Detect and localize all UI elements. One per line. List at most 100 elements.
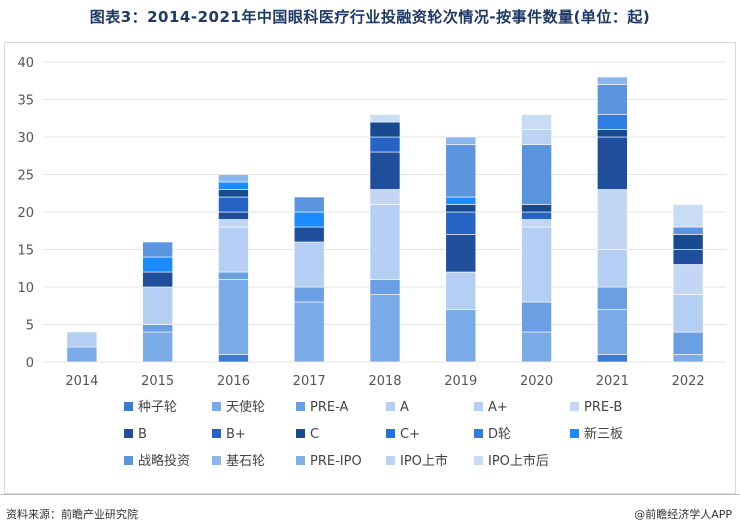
legend-label: B+ (226, 427, 246, 442)
bar-segment (142, 324, 173, 333)
y-tick-label: 40 (17, 56, 34, 71)
bar-segment (218, 271, 249, 280)
bar-segment (597, 249, 628, 288)
bar-segment (369, 114, 401, 123)
bar-segment (521, 301, 552, 333)
chart-title: 图表3：2014-2021年中国眼科医疗行业投融资轮次情况-按事件数量(单位：起… (89, 8, 651, 26)
bar-segment (672, 354, 704, 363)
bar-segment (66, 346, 98, 363)
legend-label: C+ (400, 427, 420, 442)
bar-segment (445, 211, 477, 235)
y-tick-label: 30 (17, 131, 34, 146)
bar-segment (597, 286, 628, 310)
legend-label: A (400, 400, 409, 415)
bar-segment (597, 76, 628, 85)
bar-segment (369, 151, 401, 190)
bar-segment (218, 196, 249, 213)
legend-swatch (386, 456, 395, 465)
bar-segment (369, 121, 401, 138)
bar-segment (218, 181, 249, 190)
bar-segment (521, 144, 552, 205)
bar-segment (218, 226, 249, 273)
y-tick-label: 25 (17, 169, 34, 184)
y-tick-label: 5 (26, 319, 34, 334)
bar-segment (142, 331, 173, 363)
bar-segment (521, 226, 552, 303)
bar-segment (445, 136, 477, 145)
legend-swatch (296, 429, 305, 438)
legend-swatch (386, 429, 395, 438)
legend-label: B (138, 427, 147, 442)
bar-segment (521, 129, 552, 145)
bar-segment (293, 286, 325, 303)
legend-label: 基石轮 (226, 454, 265, 469)
stacked-bar-chart: 0 5 10 15 20 25 30 35 40 2014 2015 2016 2017 2018 2019… (17, 56, 726, 469)
y-tick-label: 0 (26, 356, 34, 371)
bar-segment (142, 271, 173, 288)
x-tick-label: 2019 (444, 374, 477, 389)
bar-segment (293, 241, 325, 288)
bar-segment (369, 204, 401, 280)
bar-segment (521, 204, 552, 213)
legend-label: IPO上市 (400, 453, 448, 469)
bar-segment (218, 211, 249, 220)
legend-swatch (474, 402, 483, 411)
bar-segment (445, 144, 477, 198)
bar-segment (445, 196, 477, 205)
bar-segment (672, 331, 704, 355)
legend-swatch (570, 429, 579, 438)
bar-segment (597, 189, 628, 250)
bar-segment (218, 189, 249, 198)
legend-label: 战略投资 (138, 453, 190, 469)
x-tick-label: 2020 (520, 374, 553, 389)
legend-swatch (474, 456, 483, 465)
bar-segment (293, 226, 325, 243)
bar-segment (369, 294, 401, 363)
legend-swatch (212, 456, 221, 465)
x-tick-label: 2018 (368, 374, 401, 389)
bar-segment (445, 234, 477, 273)
bar-segment (597, 309, 628, 355)
legend-swatch (124, 402, 133, 411)
bar-segment (672, 249, 704, 265)
bar-segment (66, 331, 98, 348)
bar-segment (142, 256, 173, 273)
bar-segment (293, 196, 325, 213)
legend-swatch (386, 402, 395, 411)
source-text: 资料来源：前瞻产业研究院 (6, 508, 138, 521)
bar-segment (218, 354, 249, 363)
y-tick-label: 35 (17, 94, 34, 109)
x-tick-label: 2022 (672, 374, 705, 389)
bar-segment (369, 136, 401, 153)
bar-segment (218, 279, 249, 355)
bar-segment (369, 279, 401, 295)
legend-swatch (296, 456, 305, 465)
bar-segment (293, 301, 325, 363)
bar-segment (672, 294, 704, 333)
legend-label: PRE-A (310, 400, 348, 415)
bar-segment (521, 211, 552, 220)
legend-label: PRE-B (584, 400, 622, 415)
bar-segment (142, 241, 173, 258)
legend-label: C (310, 427, 319, 442)
y-tick-label: 10 (17, 281, 34, 296)
bar-segment (597, 84, 628, 115)
bar-segment (521, 114, 552, 130)
bar-segment (597, 114, 628, 130)
legend-label: IPO上市后 (488, 453, 549, 469)
legend-swatch (212, 429, 221, 438)
legend-label: PRE-IPO (310, 454, 362, 469)
x-tick-label: 2015 (141, 374, 174, 389)
legend-label: 种子轮 (138, 400, 177, 415)
bar-segment (521, 219, 552, 228)
legend-swatch (296, 402, 305, 411)
bar-segment (597, 129, 628, 138)
legend-label: 新三板 (584, 426, 623, 442)
bar-segment (218, 219, 249, 228)
bar-segment (445, 204, 477, 213)
y-tick-label: 15 (17, 244, 34, 259)
bar-segment (597, 354, 628, 363)
bar-segment (445, 309, 477, 363)
bar-segment (142, 286, 173, 325)
footer: 资料来源：前瞻产业研究院 @前瞻经济学人APP (0, 494, 740, 530)
